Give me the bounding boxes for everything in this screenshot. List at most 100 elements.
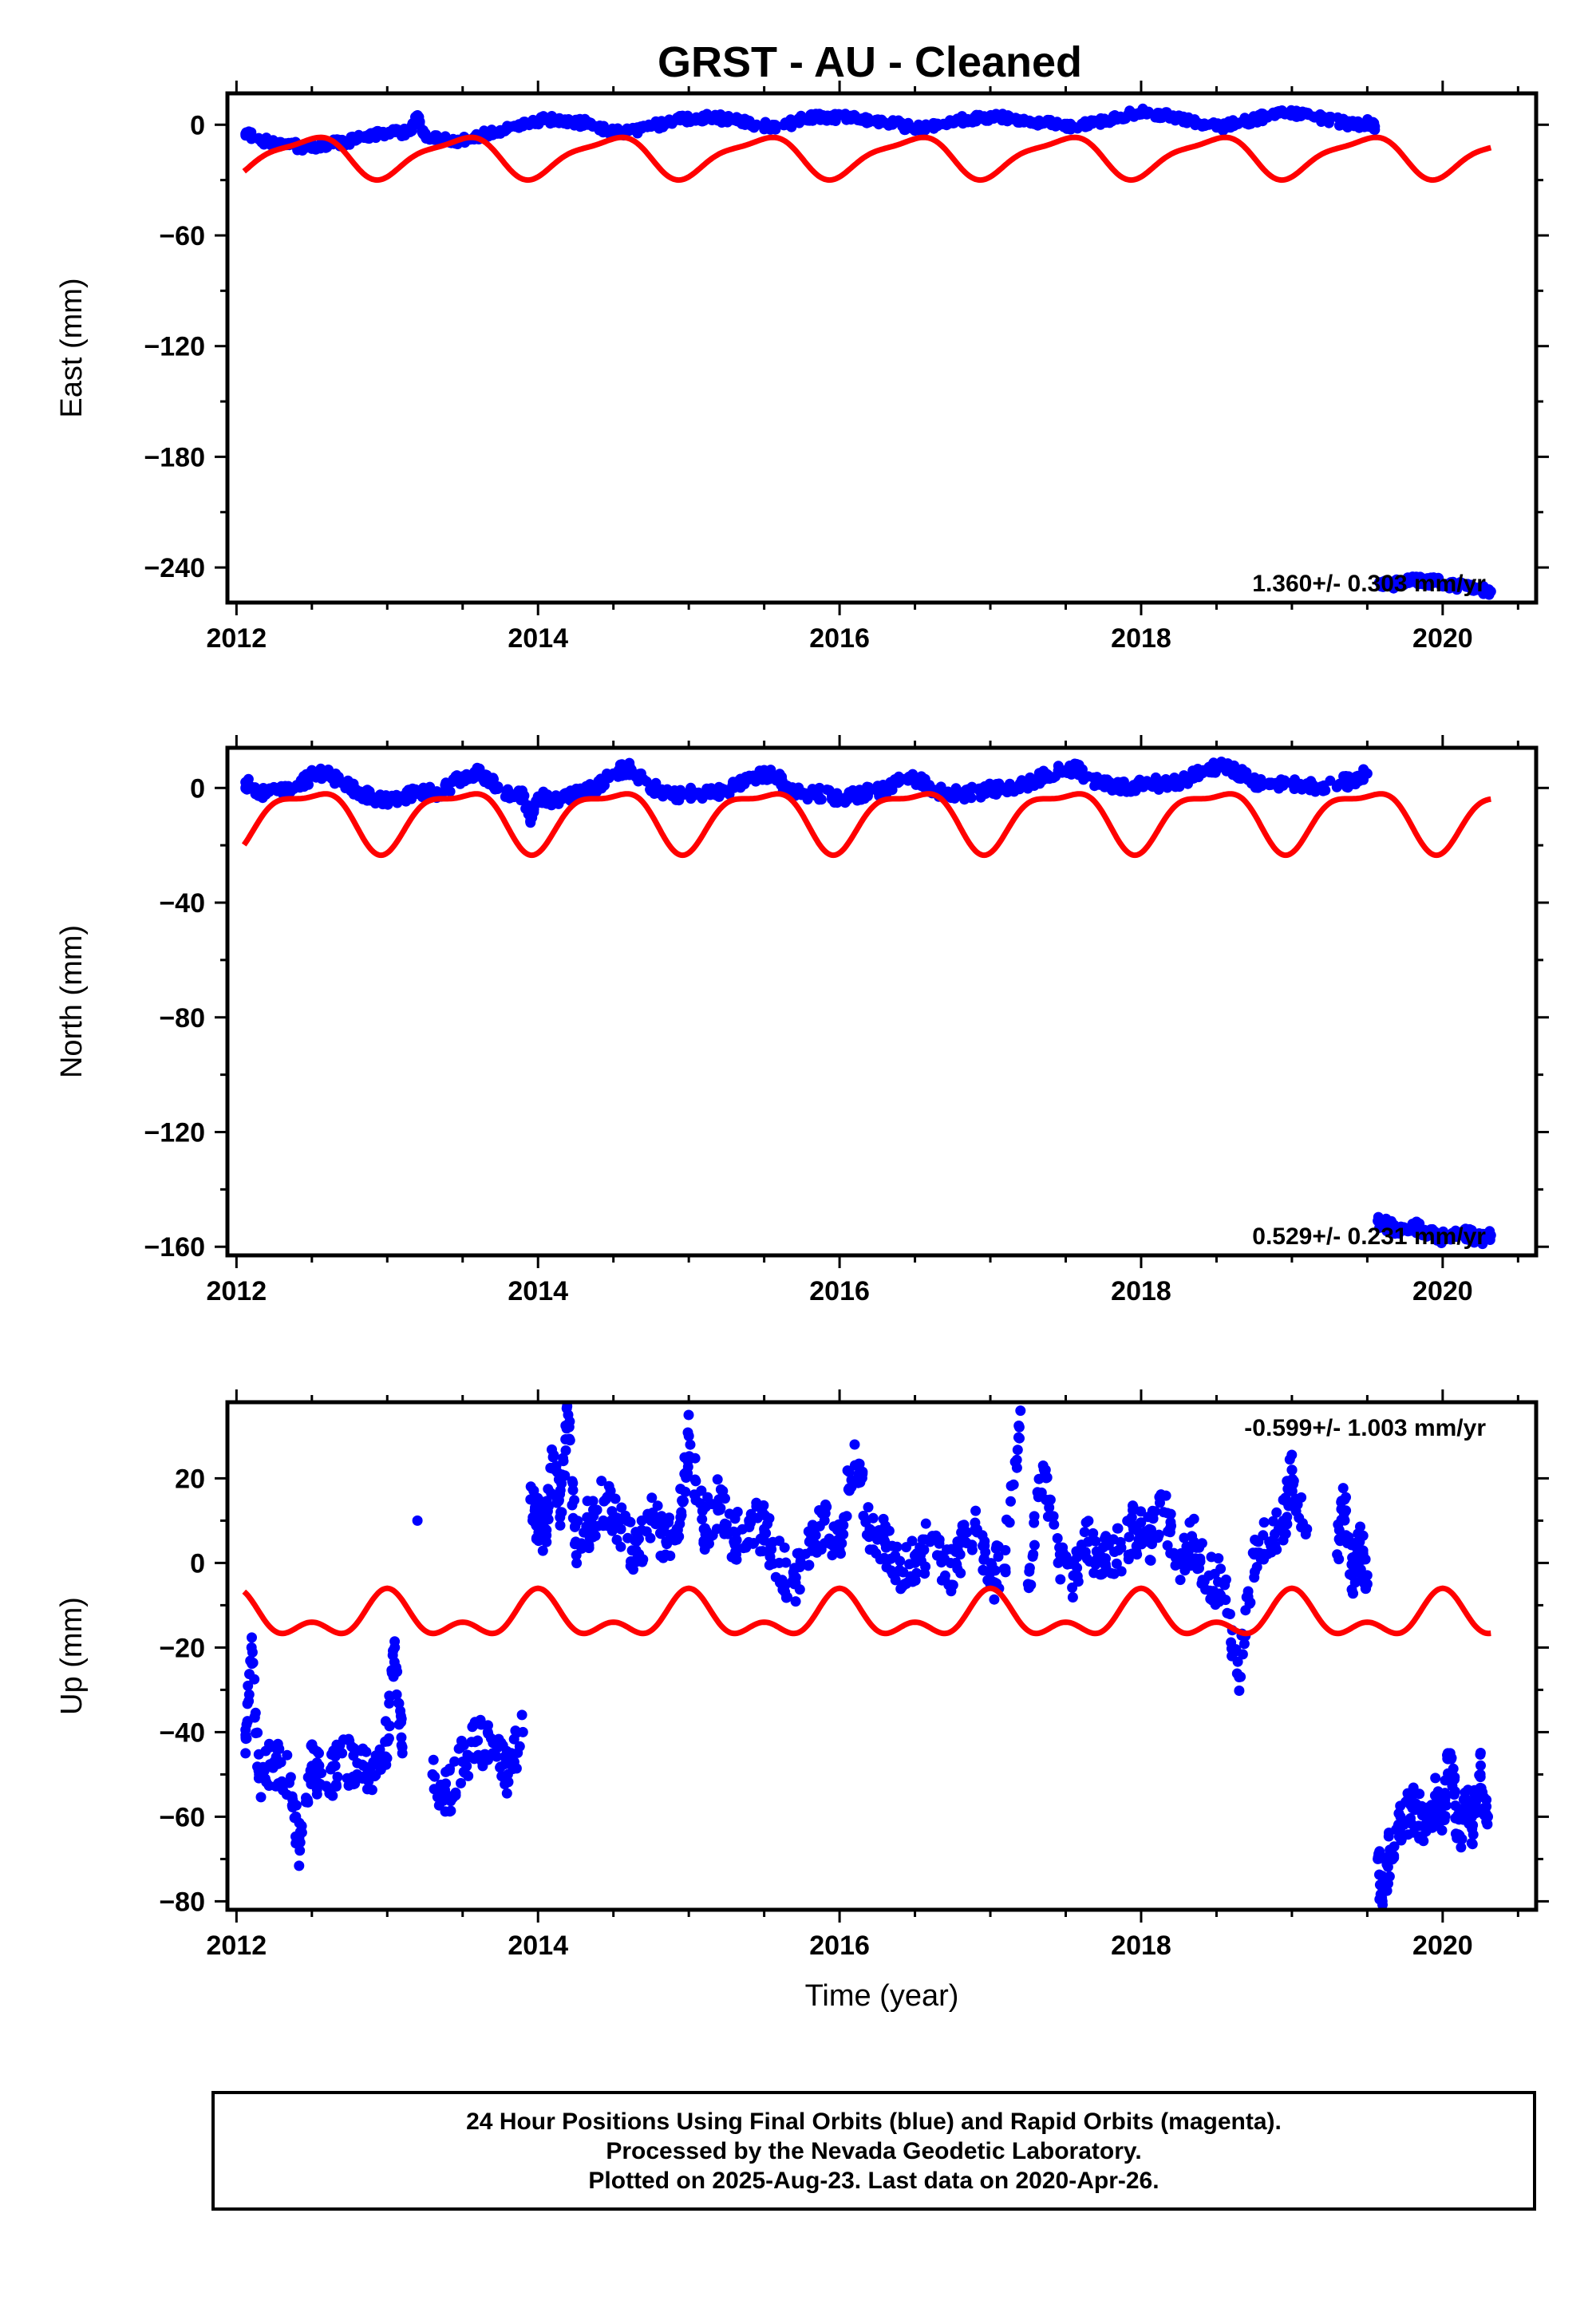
up-final-point xyxy=(680,1486,691,1497)
up-final-point xyxy=(444,1763,455,1774)
up-final-point xyxy=(1014,1433,1025,1444)
up-final-point xyxy=(1361,1579,1373,1590)
east-frame xyxy=(225,91,1539,605)
north-final-point xyxy=(310,769,322,780)
up-final-point xyxy=(1083,1516,1094,1527)
up-final-point xyxy=(488,1737,499,1749)
up-final-point xyxy=(514,1741,525,1752)
up-final-point xyxy=(1175,1547,1187,1559)
east-final-point xyxy=(1091,116,1102,127)
up-final-point xyxy=(1447,1780,1458,1792)
up-final-point xyxy=(663,1517,674,1528)
up-final-point xyxy=(567,1484,579,1496)
up-final-point xyxy=(472,1735,484,1746)
east-ylabel: East (mm) xyxy=(55,278,89,417)
north-final-point xyxy=(1385,1226,1396,1237)
east-final-point xyxy=(316,139,327,150)
up-final-point xyxy=(676,1510,687,1521)
east-ytick-label: −60 xyxy=(159,221,205,251)
up-final-point xyxy=(1347,1588,1358,1599)
up-final-point xyxy=(836,1548,846,1559)
up-final-point xyxy=(528,1485,539,1496)
north-final-point xyxy=(1150,772,1161,783)
up-final-point xyxy=(803,1560,814,1571)
up-data-group xyxy=(240,1402,1493,1910)
footer-line-1: 24 Hour Positions Using Final Orbits (bl… xyxy=(466,2108,1282,2135)
up-final-point xyxy=(939,1570,950,1581)
north-final-point xyxy=(401,796,412,807)
north-xtick-label: 2018 xyxy=(1111,1276,1171,1306)
north-final-point xyxy=(1130,785,1141,796)
east-final-point xyxy=(572,114,583,125)
north-final-point xyxy=(935,781,946,792)
east-final-point xyxy=(953,115,964,126)
up-final-point xyxy=(541,1496,552,1507)
up-final-point xyxy=(369,1771,380,1782)
up-final-point xyxy=(1136,1506,1147,1517)
panels-group: 2012 2014 2016 2018 2020 0 −60 −120 −180 −240 East… xyxy=(55,81,1549,2013)
up-final-point xyxy=(1188,1513,1199,1524)
up-final-point xyxy=(1005,1496,1016,1507)
figure-title: GRST - AU - Cleaned xyxy=(658,38,1082,86)
up-final-point xyxy=(1100,1533,1110,1544)
up-final-point xyxy=(1162,1540,1173,1551)
up-final-point xyxy=(1160,1490,1171,1501)
east-final-point xyxy=(1369,121,1381,132)
up-final-point xyxy=(285,1772,296,1783)
up-final-point xyxy=(516,1709,527,1721)
up-final-point xyxy=(702,1492,713,1503)
east-final-point xyxy=(527,117,538,128)
north-final-point xyxy=(250,788,261,800)
up-final-point xyxy=(1084,1556,1095,1567)
east-final-point xyxy=(1297,106,1308,117)
north-xtick-label: 2020 xyxy=(1412,1276,1473,1306)
up-final-point xyxy=(1286,1486,1298,1496)
east-final-point xyxy=(376,127,387,138)
up-final-point xyxy=(1302,1524,1313,1535)
up-ytick-label: 20 xyxy=(175,1464,205,1494)
north-ytick-label: −160 xyxy=(144,1232,205,1263)
north-final-point xyxy=(903,771,915,782)
up-final-point xyxy=(910,1575,921,1586)
up-final-point xyxy=(615,1524,626,1535)
up-final-point xyxy=(1341,1505,1352,1516)
up-final-point xyxy=(555,1520,566,1531)
up-final-point xyxy=(1088,1528,1099,1539)
up-final-point xyxy=(628,1564,638,1575)
east-final-point xyxy=(393,126,405,137)
up-frame xyxy=(225,1400,1539,1912)
north-final-point xyxy=(952,785,963,796)
north-frame xyxy=(225,745,1539,1258)
up-final-point xyxy=(780,1579,792,1590)
up-final-point xyxy=(1462,1798,1472,1809)
up-final-point xyxy=(1072,1571,1083,1582)
up-final-point xyxy=(1395,1811,1406,1822)
up-xtick-label: 2012 xyxy=(207,1931,267,1961)
up-final-point xyxy=(1286,1464,1298,1476)
up-final-point xyxy=(247,1632,257,1643)
up-final-point xyxy=(1116,1566,1127,1577)
up-rapid-curve xyxy=(242,1585,1491,1637)
up-final-point xyxy=(1128,1504,1138,1516)
north-final-point xyxy=(641,776,652,787)
up-final-point xyxy=(681,1472,692,1483)
up-final-point xyxy=(572,1516,583,1527)
up-final-point xyxy=(970,1505,982,1516)
north-panel: 2012 2014 2016 2018 2020 0 −40 −80 −120 −160 North… xyxy=(55,735,1549,1306)
up-final-point xyxy=(677,1495,688,1506)
north-final-point xyxy=(1467,1233,1478,1244)
up-final-point xyxy=(790,1572,801,1583)
up-final-point xyxy=(249,1674,260,1685)
up-final-point xyxy=(314,1761,325,1771)
north-final-point xyxy=(548,793,559,804)
up-final-point xyxy=(1290,1506,1302,1517)
up-final-point xyxy=(543,1484,554,1495)
east-final-point xyxy=(978,113,989,124)
north-final-point xyxy=(980,788,991,799)
up-final-point xyxy=(867,1526,879,1537)
north-final-point xyxy=(624,761,635,772)
up-final-point xyxy=(312,1769,323,1780)
east-final-point xyxy=(788,115,799,126)
up-final-point xyxy=(1468,1829,1479,1840)
up-final-point xyxy=(1099,1558,1110,1569)
